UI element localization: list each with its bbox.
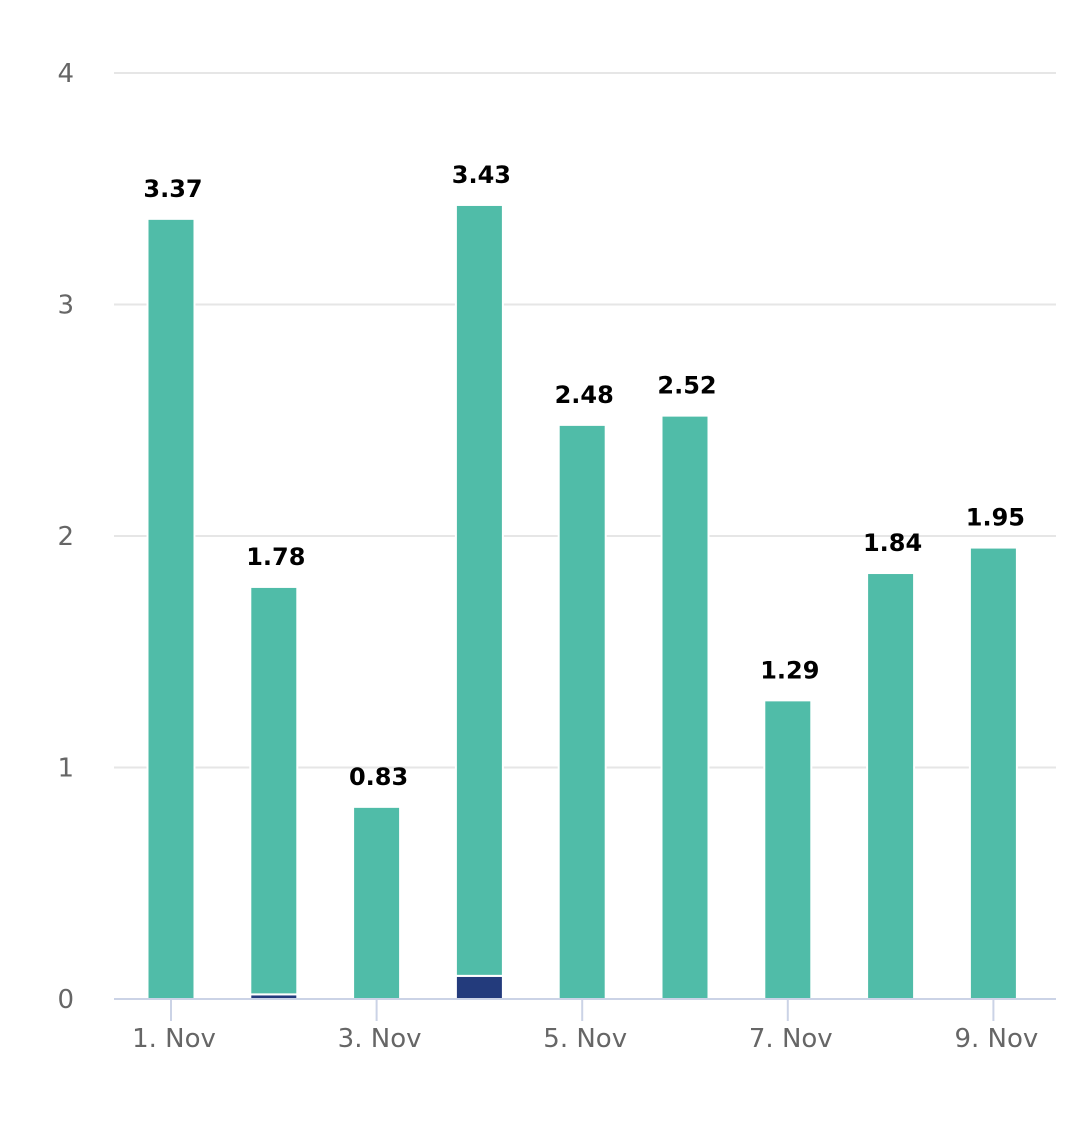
bar-segment xyxy=(146,217,196,1001)
data-label: 3.37 xyxy=(143,175,202,203)
data-label: 2.52 xyxy=(657,372,716,400)
data-label: 1.29 xyxy=(760,656,819,684)
x-tick-label: 3. Nov xyxy=(338,1024,422,1054)
data-label: 1.84 xyxy=(863,529,922,557)
y-tick-label: 0 xyxy=(57,985,74,1015)
bar-segment xyxy=(866,572,916,1000)
y-tick-label: 3 xyxy=(57,291,74,321)
bars xyxy=(146,203,1018,1001)
data-label: 0.83 xyxy=(349,763,408,791)
bar-segment xyxy=(454,203,504,977)
x-tick-label: 7. Nov xyxy=(749,1024,833,1054)
data-labels: 3.37 1.78 0.83 3.43 2.48 2.52 1.29 1.84 1.95 xyxy=(143,161,1025,791)
y-tick-label: 1 xyxy=(57,754,74,784)
data-label: 2.48 xyxy=(555,381,614,409)
bar-segment xyxy=(454,974,504,1000)
bar-segment xyxy=(352,805,402,1000)
bar-segment xyxy=(660,414,710,1000)
x-tick-label: 9. Nov xyxy=(954,1024,1038,1054)
data-label: 1.95 xyxy=(966,504,1025,532)
x-tick-label: 1. Nov xyxy=(132,1024,216,1054)
bar-segment xyxy=(557,423,607,1000)
bar-segment xyxy=(968,546,1018,1000)
y-tick-label: 4 xyxy=(57,59,74,89)
y-axis-ticks: 0 1 2 3 4 xyxy=(57,59,74,1015)
x-axis-ticks: 1. Nov 3. Nov 5. Nov 7. Nov 9. Nov xyxy=(132,999,1038,1054)
bar-segment xyxy=(763,699,813,1000)
data-label: 1.78 xyxy=(246,543,305,571)
data-label: 3.43 xyxy=(452,161,511,189)
x-tick-label: 5. Nov xyxy=(543,1024,627,1054)
bar-segment xyxy=(249,585,299,996)
y-tick-label: 2 xyxy=(57,522,74,552)
